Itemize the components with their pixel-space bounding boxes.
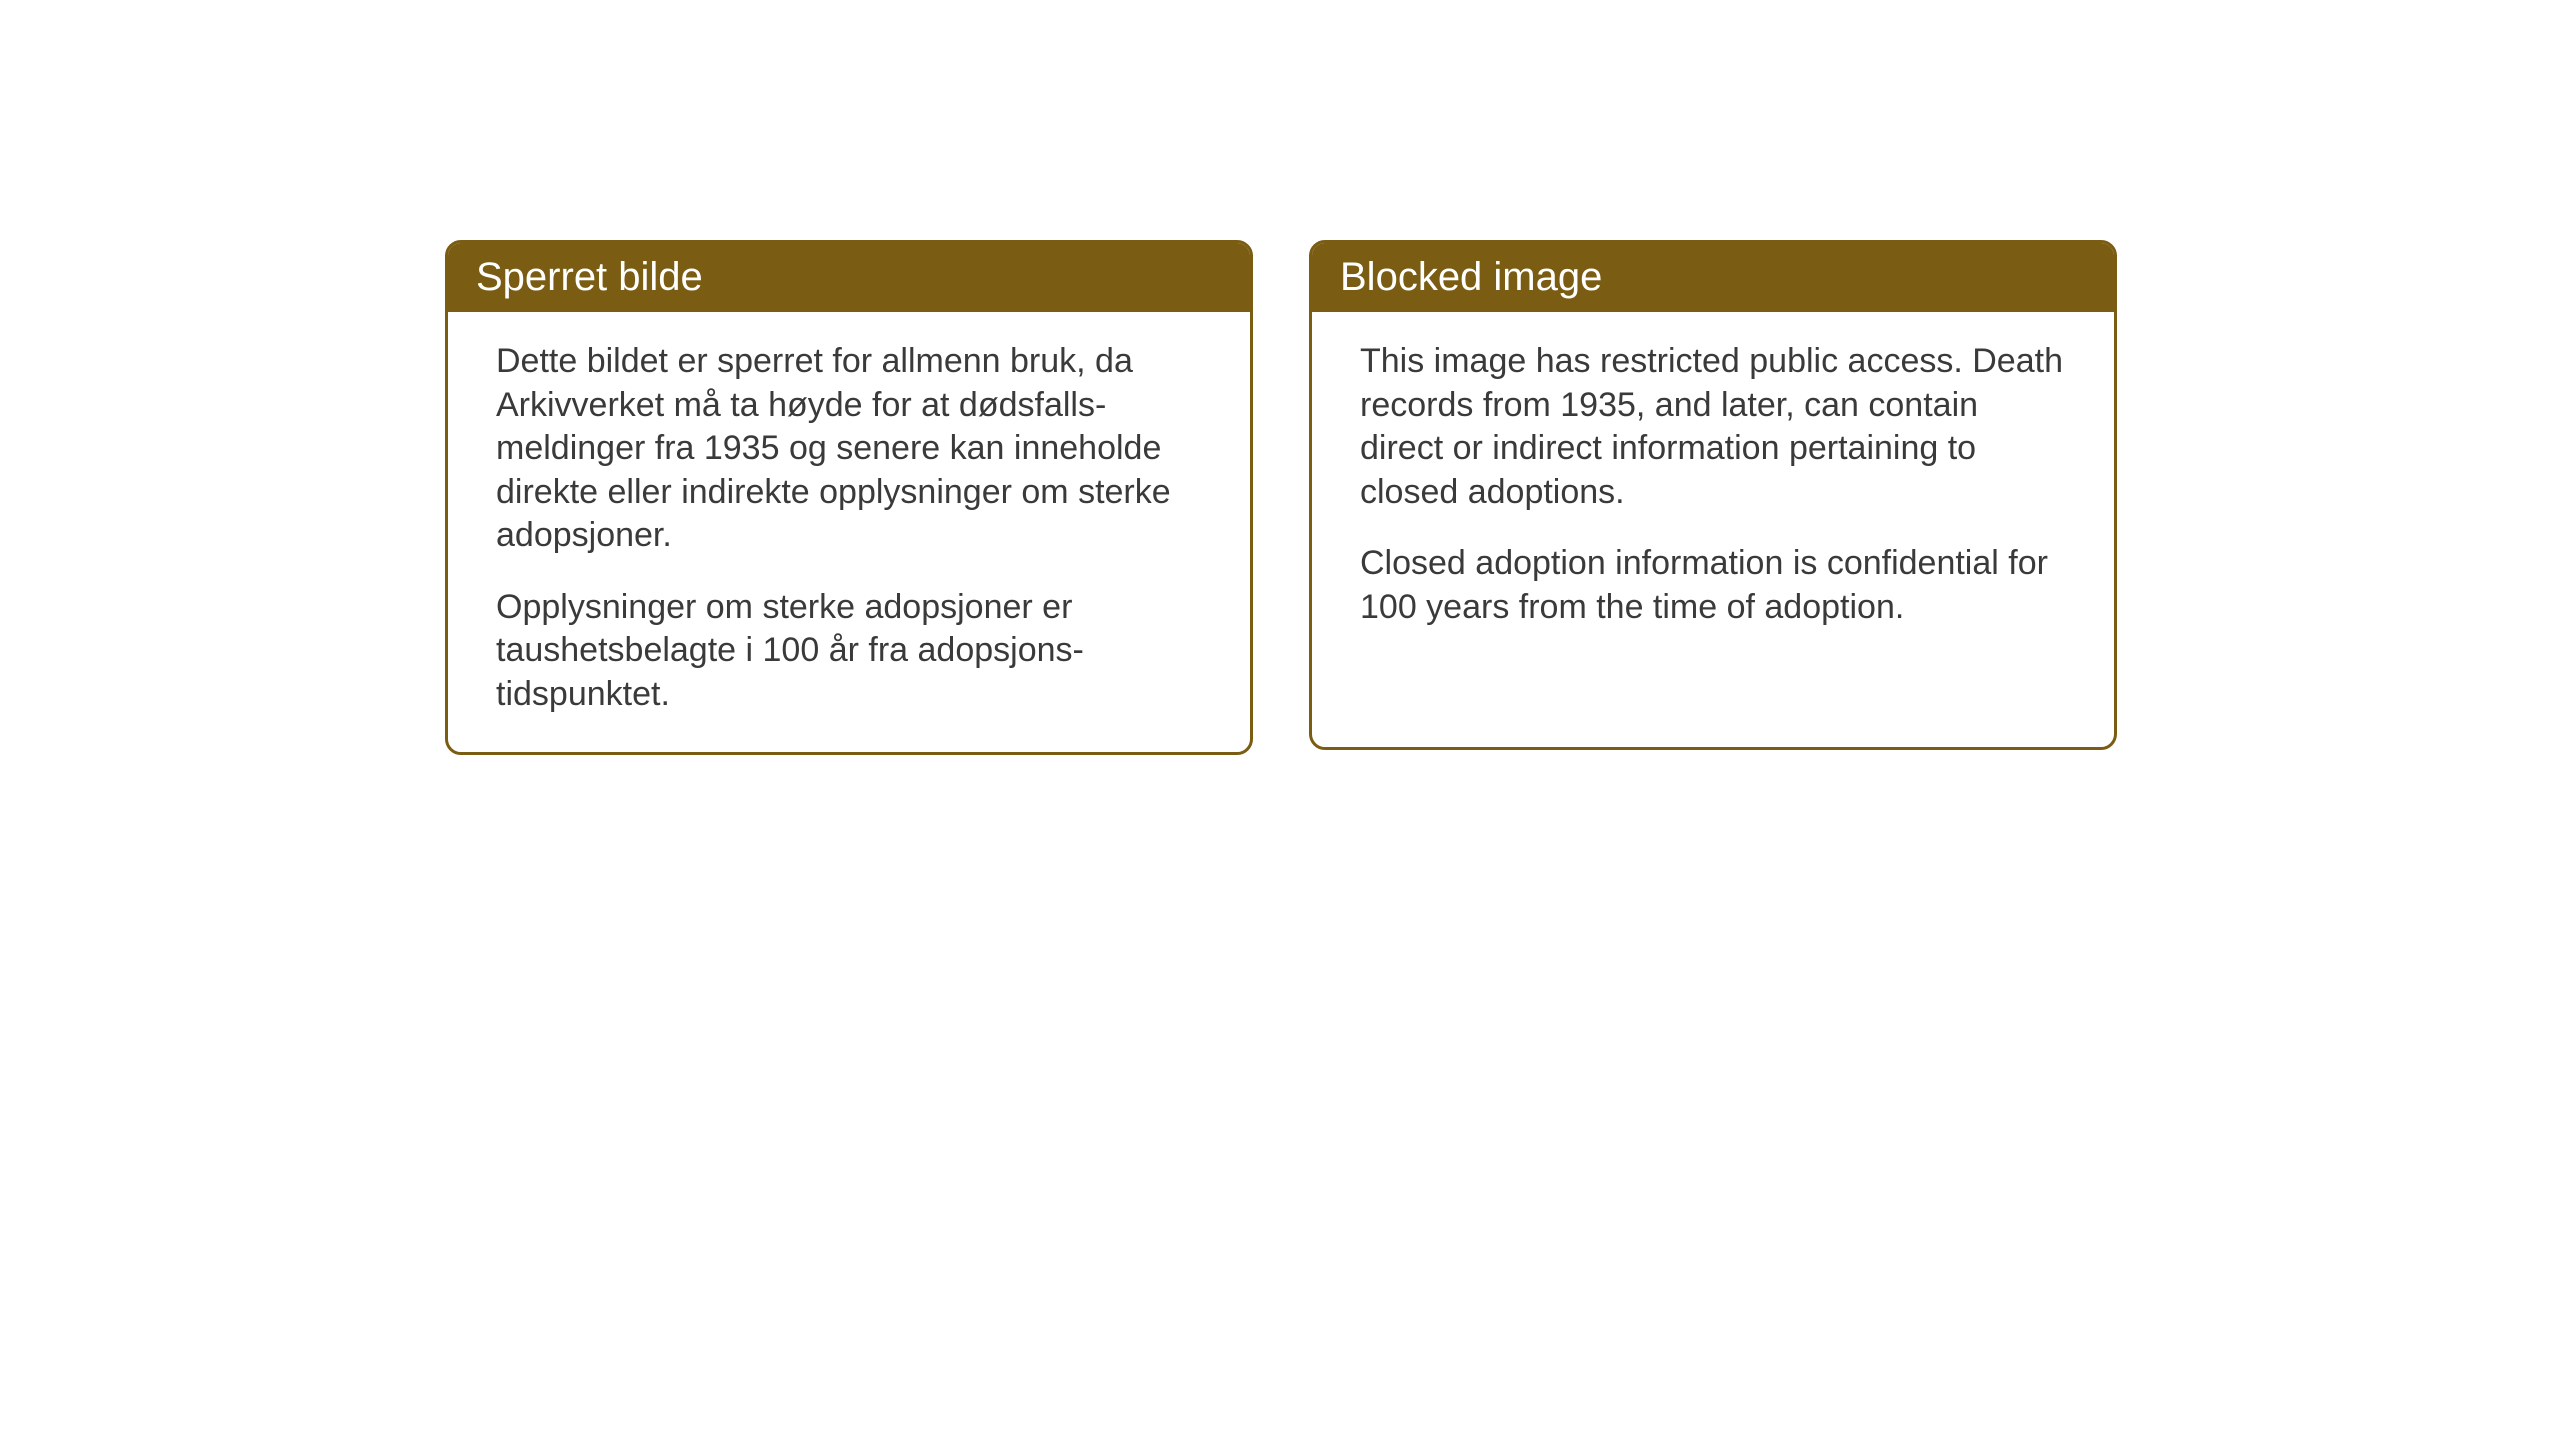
card-paragraph: Dette bildet er sperret for allmenn bruk… — [496, 340, 1202, 558]
card-title: Blocked image — [1340, 255, 1602, 299]
notice-card-english: Blocked image This image has restricted … — [1309, 240, 2117, 750]
card-title: Sperret bilde — [476, 255, 703, 299]
card-paragraph: Closed adoption information is confident… — [1360, 542, 2066, 629]
card-header-english: Blocked image — [1312, 243, 2114, 312]
card-paragraph: Opplysninger om sterke adopsjoner er tau… — [496, 586, 1202, 717]
notice-card-norwegian: Sperret bilde Dette bildet er sperret fo… — [445, 240, 1253, 755]
card-header-norwegian: Sperret bilde — [448, 243, 1250, 312]
notice-cards-container: Sperret bilde Dette bildet er sperret fo… — [445, 240, 2117, 755]
card-paragraph: This image has restricted public access.… — [1360, 340, 2066, 514]
card-body-norwegian: Dette bildet er sperret for allmenn bruk… — [448, 312, 1250, 752]
card-body-english: This image has restricted public access.… — [1312, 312, 2114, 665]
